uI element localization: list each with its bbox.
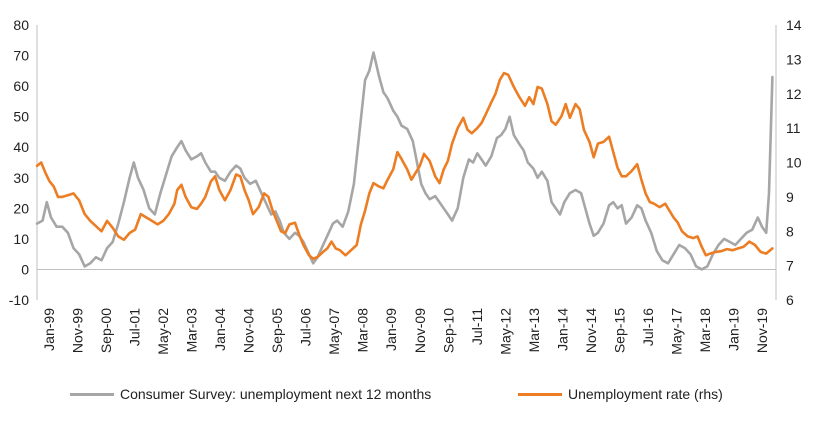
x-axis-tick-labels: Jan-99 Nov-99 Sep-00 Jul-01 May-02 Mar-03 Jan-… [41,308,770,355]
x-axis-tick-label: Jan-99 [41,308,57,351]
right-axis-tick-label: 10 [786,155,802,171]
x-axis-tick-label: May-02 [155,308,171,355]
x-axis-tick-label: Jan-09 [383,308,399,351]
left-axis-tick-label: -10 [9,292,29,308]
x-axis-tick-label: Mar-03 [184,308,200,353]
x-axis-tick-label: Jul-16 [640,308,656,346]
series-line-consumer-survey [35,51,774,271]
left-axis-tick-label: 30 [13,170,29,186]
legend-item-unemployment-rate: Unemployment rate (rhs) [518,386,723,402]
x-axis-tick-label: Jan-04 [212,308,228,351]
legend-label: Consumer Survey: unemployment next 12 mo… [120,386,432,402]
line-chart: -10 0 10 20 30 40 50 60 70 80 6 7 8 9 10 11 12 13 14 Jan-… [9,17,802,355]
right-axis-tick-label: 13 [786,51,802,67]
right-axis-tick-label: 9 [786,189,794,205]
legend-swatch [70,392,114,396]
x-axis-tick-label: Nov-14 [583,308,599,353]
x-axis-tick-label: Sep-05 [269,308,285,353]
x-axis-tick-label: Nov-19 [754,308,770,353]
x-axis-tick-label: May-12 [497,308,513,355]
left-axis-tick-label: 0 [21,261,29,277]
x-axis-tick-label: Jul-01 [127,308,143,346]
x-axis-tick-label: Jan-14 [554,308,570,351]
left-axis-tick-label: 70 [13,48,29,64]
x-axis-tick-label: Sep-10 [440,308,456,353]
series-line-unemployment-rate [35,71,774,261]
left-axis-tick-labels: -10 0 10 20 30 40 50 60 70 80 [9,17,29,308]
right-axis-tick-label: 12 [786,86,802,102]
left-axis-tick-label: 80 [13,17,29,33]
x-axis-tick-label: Sep-00 [98,308,114,353]
legend-swatch [518,392,562,396]
legend: Consumer Survey: unemployment next 12 mo… [0,386,826,410]
x-axis-tick-label: Nov-04 [241,308,257,353]
x-axis-tick-label: Jul-11 [469,308,485,345]
x-axis-tick-label: May-17 [668,308,684,355]
right-axis-tick-label: 11 [786,120,801,136]
x-axis-tick-label: Nov-09 [412,308,428,353]
x-axis-tick-label: Mar-13 [526,308,542,353]
right-axis-tick-label: 7 [786,258,794,274]
x-axis-tick-label: Jul-06 [298,308,314,346]
left-axis-tick-label: 40 [13,139,29,155]
right-axis-tick-label: 6 [786,292,794,308]
right-axis-tick-labels: 6 7 8 9 10 11 12 13 14 [786,17,802,308]
x-axis-tick-label: Jan-19 [725,308,741,351]
right-axis-tick-label: 8 [786,223,794,239]
left-axis-tick-label: 60 [13,78,29,94]
x-axis-tick-label: May-07 [326,308,342,355]
x-axis-tick-label: Sep-15 [611,308,627,353]
x-axis-tick-label: Mar-18 [697,308,713,353]
legend-label: Unemployment rate (rhs) [568,386,723,402]
x-axis-tick-label: Mar-08 [355,308,371,353]
right-axis-tick-label: 14 [786,17,802,33]
left-axis-tick-label: 50 [13,109,29,125]
legend-item-consumer-survey: Consumer Survey: unemployment next 12 mo… [70,386,431,402]
left-axis-tick-label: 10 [13,231,29,247]
x-axis-tick-label: Nov-99 [70,308,86,353]
left-axis-tick-label: 20 [13,200,29,216]
